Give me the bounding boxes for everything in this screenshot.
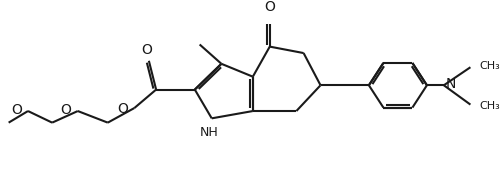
Text: N: N	[445, 77, 456, 91]
Text: O: O	[264, 0, 275, 14]
Text: O: O	[61, 103, 71, 117]
Text: O: O	[11, 103, 22, 117]
Text: O: O	[118, 102, 129, 116]
Text: NH: NH	[200, 126, 219, 139]
Text: O: O	[141, 43, 152, 57]
Text: CH₃: CH₃	[479, 101, 500, 111]
Text: CH₃: CH₃	[479, 61, 500, 71]
